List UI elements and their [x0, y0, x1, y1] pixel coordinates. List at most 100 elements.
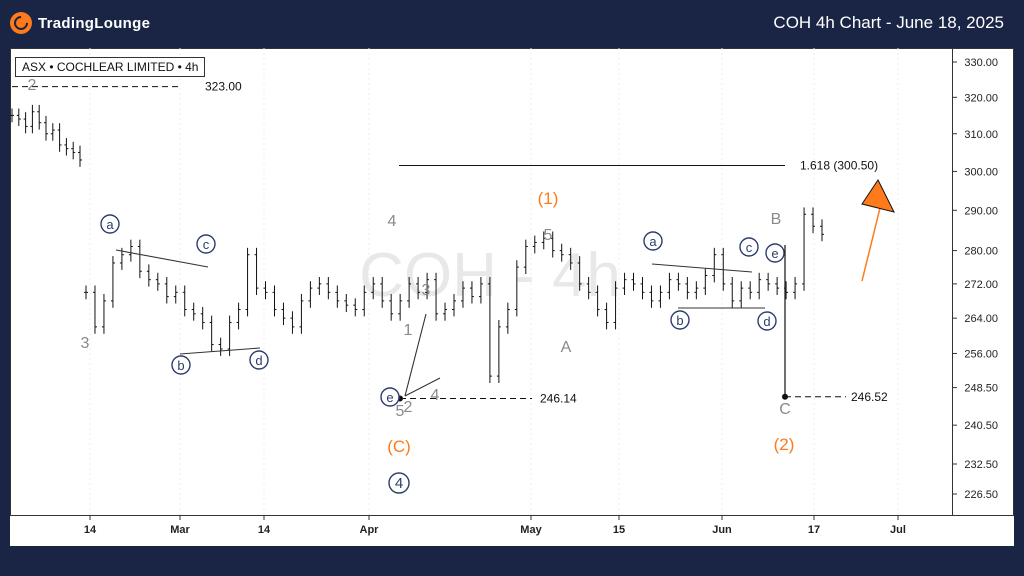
svg-text:A: A: [561, 339, 572, 356]
svg-text:4: 4: [395, 475, 403, 492]
wave-label-2: (2): [774, 435, 795, 454]
target-arrow-icon: [861, 179, 895, 213]
wave-label-B: B: [771, 211, 782, 228]
wave-label-5: 5: [544, 227, 553, 244]
price-bar: [523, 239, 528, 275]
y-tick-label: 300.00: [964, 166, 998, 178]
wave-label-a: a: [100, 214, 120, 234]
price-bar: [245, 247, 250, 317]
x-tick-label: May: [520, 524, 542, 536]
price-bar: [694, 281, 699, 300]
price-bar: [389, 294, 394, 321]
wave-label-d: d: [757, 311, 777, 331]
wave-label-4: 4: [431, 387, 440, 404]
svg-text:e: e: [386, 390, 393, 405]
x-tick-label: Jun: [712, 524, 732, 536]
svg-text:(1): (1): [538, 189, 559, 208]
price-bar: [326, 277, 331, 300]
svg-text:2: 2: [28, 77, 37, 94]
price-bar: [820, 219, 824, 242]
price-bar: [496, 320, 501, 384]
wave-label-2: 2: [404, 399, 413, 416]
price-bar: [748, 281, 753, 300]
x-tick-label: 14: [84, 524, 97, 536]
trendline: [404, 313, 427, 397]
price-level-label: 246.14: [540, 392, 577, 406]
trendline: [115, 249, 209, 268]
price-bar: [559, 243, 564, 262]
price-bar: [766, 272, 771, 291]
svg-text:e: e: [771, 246, 778, 261]
price-bar: [460, 281, 465, 308]
y-tick-label: 272.00: [964, 279, 998, 291]
price-bar: [30, 104, 35, 134]
x-tick-label: Mar: [170, 524, 190, 536]
trendline: [179, 347, 261, 355]
svg-text:(2): (2): [774, 435, 795, 454]
header-bar: TradingLounge COH 4h Chart - June 18, 20…: [0, 0, 1024, 48]
price-bar: [191, 302, 196, 321]
x-tick-label: 17: [808, 524, 820, 536]
x-tick-label: 14: [258, 524, 271, 536]
brand-name: TradingLounge: [38, 14, 151, 32]
svg-text:b: b: [676, 313, 683, 328]
price-bar: [434, 272, 439, 321]
svg-text:d: d: [763, 314, 770, 329]
wave-label-e: e: [380, 387, 400, 407]
price-bar: [137, 239, 142, 279]
price-bar: [227, 315, 232, 356]
svg-text:B: B: [771, 211, 782, 228]
price-bar: [631, 272, 636, 291]
price-bar: [236, 302, 241, 330]
price-bar: [775, 277, 780, 296]
price-bar: [71, 141, 76, 160]
wave-label-3: 3: [422, 282, 431, 299]
price-bar: [335, 285, 340, 308]
logo-icon: [10, 12, 32, 34]
price-bar: [64, 138, 69, 156]
price-bar: [173, 285, 178, 304]
price-bar: [101, 294, 106, 334]
price-bar: [353, 298, 358, 317]
price-bar: [416, 277, 421, 300]
price-bar: [667, 272, 672, 300]
price-bar: [290, 311, 295, 334]
wave-label-C: C: [779, 401, 791, 418]
price-bar: [577, 256, 582, 291]
price-bar: [649, 285, 654, 308]
time-axis: 14 Mar 14 Apr May 15 Jun 17 Jul: [84, 48, 906, 536]
y-tick-label: 290.00: [964, 205, 998, 217]
wave-label-1: 1: [404, 322, 413, 339]
price-bar: [685, 277, 690, 300]
price-bar: [84, 285, 88, 300]
price-bar: [541, 231, 546, 250]
svg-text:5: 5: [396, 403, 405, 420]
price-bar: [514, 260, 519, 317]
price-bar: [487, 277, 492, 384]
x-tick-label: 15: [613, 524, 625, 536]
wave-label-1: (1): [538, 189, 559, 208]
chart-panel: COH - 4h 330.00 320.00 310.00 300.00 290.00 2…: [10, 48, 1014, 546]
price-bar: [811, 207, 816, 234]
svg-text:C: C: [779, 401, 791, 418]
wave-label-A: A: [561, 339, 572, 356]
price-bar: [299, 294, 304, 334]
svg-text:a: a: [649, 234, 657, 249]
price-bar: [78, 145, 82, 167]
svg-text:1: 1: [404, 322, 413, 339]
y-tick-label: 256.00: [964, 348, 998, 360]
price-bar: [407, 277, 412, 308]
y-tick-label: 320.00: [964, 92, 998, 104]
price-bar: [443, 302, 448, 321]
price-bar: [622, 272, 627, 296]
price-bar: [281, 302, 286, 326]
svg-text:3: 3: [422, 282, 431, 299]
price-bar: [155, 272, 160, 291]
price-bar: [452, 294, 456, 317]
y-tick-label: 232.50: [964, 459, 998, 471]
price-bar: [712, 247, 717, 283]
svg-text:b: b: [177, 358, 184, 373]
svg-text:c: c: [746, 240, 753, 255]
price-level-label: 1.618 (300.50): [800, 158, 878, 172]
svg-text:4: 4: [431, 387, 440, 404]
